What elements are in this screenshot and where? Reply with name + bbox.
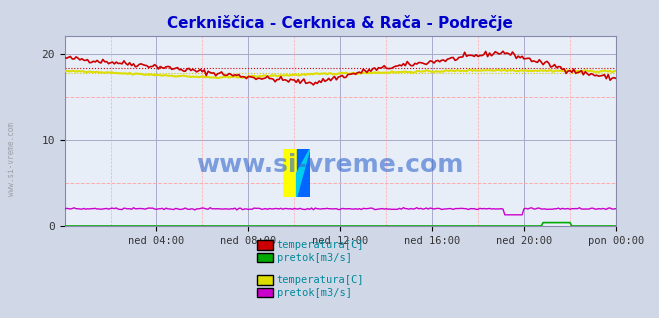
Text: www.si-vreme.com: www.si-vreme.com — [196, 153, 463, 177]
Text: temperatura[C]: temperatura[C] — [277, 275, 364, 285]
Polygon shape — [283, 149, 297, 197]
Text: pretok[m3/s]: pretok[m3/s] — [277, 252, 352, 263]
Polygon shape — [297, 149, 310, 197]
Text: pretok[m3/s]: pretok[m3/s] — [277, 287, 352, 298]
Text: temperatura[C]: temperatura[C] — [277, 240, 364, 250]
Polygon shape — [297, 149, 310, 197]
Title: Cerkniščica - Cerknica & Rača - Podrečje: Cerkniščica - Cerknica & Rača - Podrečje — [167, 15, 513, 31]
Text: www.si-vreme.com: www.si-vreme.com — [7, 122, 16, 196]
